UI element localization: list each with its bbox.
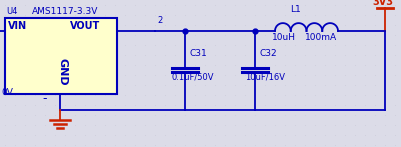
Text: U4: U4 [6, 7, 17, 16]
Text: AMS1117-3.3V: AMS1117-3.3V [32, 7, 98, 16]
Text: GND: GND [57, 58, 67, 86]
Text: VOUT: VOUT [70, 21, 100, 31]
Text: L1: L1 [290, 5, 301, 14]
Text: 0.1uF/50V: 0.1uF/50V [171, 73, 213, 82]
Text: 0V: 0V [1, 88, 13, 97]
Text: 3V3: 3V3 [372, 0, 393, 7]
Text: C31: C31 [189, 49, 207, 58]
Text: VIN: VIN [8, 21, 27, 31]
Text: C32: C32 [259, 49, 277, 58]
Text: -: - [42, 92, 47, 105]
Text: 100mA: 100mA [305, 33, 337, 42]
FancyBboxPatch shape [5, 18, 117, 94]
Text: 2: 2 [157, 16, 162, 25]
Text: 10uH: 10uH [272, 33, 296, 42]
Text: 10uF/16V: 10uF/16V [245, 73, 285, 82]
